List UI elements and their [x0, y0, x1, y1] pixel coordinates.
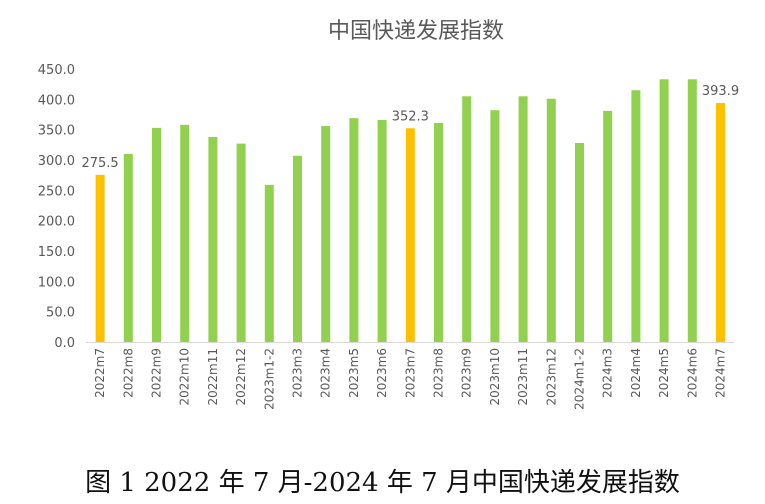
bar-2023m1-2: [264, 184, 274, 342]
bar-2023m5: [349, 118, 359, 342]
x-tick-label: 2023m11: [516, 348, 530, 406]
bar-2022m7: [95, 174, 105, 342]
y-tick-label: 300.0: [38, 154, 75, 169]
x-tick-label: 2024m3: [601, 348, 615, 398]
x-tick-label: 2024m1-2: [573, 348, 587, 410]
x-tick-label: 2024m7: [714, 348, 728, 398]
x-tick-label: 2023m6: [375, 348, 389, 398]
bar-2023m4: [321, 126, 331, 342]
bar-2024m4: [631, 90, 641, 342]
bar-2024m6: [687, 79, 697, 343]
bar-2023m3: [293, 155, 302, 342]
bar-2022m12: [236, 143, 246, 342]
x-tick-label: 2023m8: [432, 348, 446, 398]
y-tick-label: 450.0: [38, 63, 75, 78]
y-tick-label: 150.0: [38, 245, 75, 260]
bar-2023m9: [462, 96, 472, 342]
x-tick-label: 2022m8: [121, 348, 135, 398]
x-tick-label: 2024m4: [629, 348, 643, 398]
y-tick-label: 200.0: [38, 215, 75, 230]
bar-2023m12: [546, 98, 556, 342]
x-tick-label: 2022m12: [234, 348, 248, 406]
x-tick-label: 2023m10: [488, 348, 502, 406]
y-tick-label: 400.0: [38, 93, 75, 108]
x-tick-label: 2023m12: [544, 348, 558, 406]
bar-2023m8: [434, 122, 443, 342]
data-labels: 275.5 352.3 393.9: [81, 84, 739, 171]
bar-2024m5: [659, 79, 669, 343]
y-tick-label: 50.0: [46, 306, 75, 321]
bar-2023m6: [377, 119, 387, 343]
data-label-2022m7: 275.5: [81, 156, 118, 171]
y-tick-label: 250.0: [38, 184, 75, 199]
y-axis: 0.0 50.0 100.0 150.0 200.0 250.0 300.0 350.0 400…: [38, 63, 75, 351]
x-tick-label: 2024m6: [685, 348, 699, 398]
bar-2024m7: [716, 103, 725, 342]
x-tick-label: 2023m7: [403, 348, 417, 398]
x-tick-label: 2023m1-2: [262, 348, 276, 410]
x-tick-label: 2023m9: [460, 348, 474, 398]
x-tick-label: 2023m5: [347, 348, 361, 398]
data-label-2024m7: 393.9: [702, 84, 739, 99]
bar-2022m9: [152, 127, 161, 342]
y-tick-label: 350.0: [38, 124, 75, 139]
figure-caption: 图 1 2022 年 7 月-2024 年 7 月中国快递发展指数: [85, 468, 680, 498]
bar-2023m11: [518, 96, 528, 342]
x-tick-label: 2022m10: [178, 348, 192, 406]
bar-2024m3: [603, 110, 613, 342]
bar-2022m10: [180, 124, 190, 343]
bars: [95, 79, 725, 343]
bar-2022m8: [123, 153, 133, 342]
x-axis: 2022m7 2022m8 2022m9 2022m10 2022m11 2022m12 2…: [86, 342, 735, 410]
bar-2024m1-2: [575, 143, 584, 342]
y-tick-label: 0.0: [54, 336, 75, 351]
bar-chart: 中国快递发展指数 0.0 50.0 100.0 150.0 200.0 250.0 300.…: [38, 19, 739, 410]
x-tick-label: 2022m9: [150, 348, 164, 398]
chart-title: 中国快递发展指数: [328, 19, 504, 44]
x-tick-label: 2023m4: [319, 348, 333, 398]
bar-2023m10: [490, 110, 500, 343]
bar-2022m11: [208, 136, 218, 342]
x-tick-label: 2024m5: [657, 348, 671, 398]
x-tick-label: 2023m3: [291, 348, 305, 398]
bar-2023m7: [405, 128, 415, 342]
x-tick-label: 2022m11: [206, 348, 220, 406]
y-tick-label: 100.0: [38, 275, 75, 290]
data-label-2023m7: 352.3: [392, 109, 429, 124]
x-tick-label: 2022m7: [93, 348, 107, 398]
